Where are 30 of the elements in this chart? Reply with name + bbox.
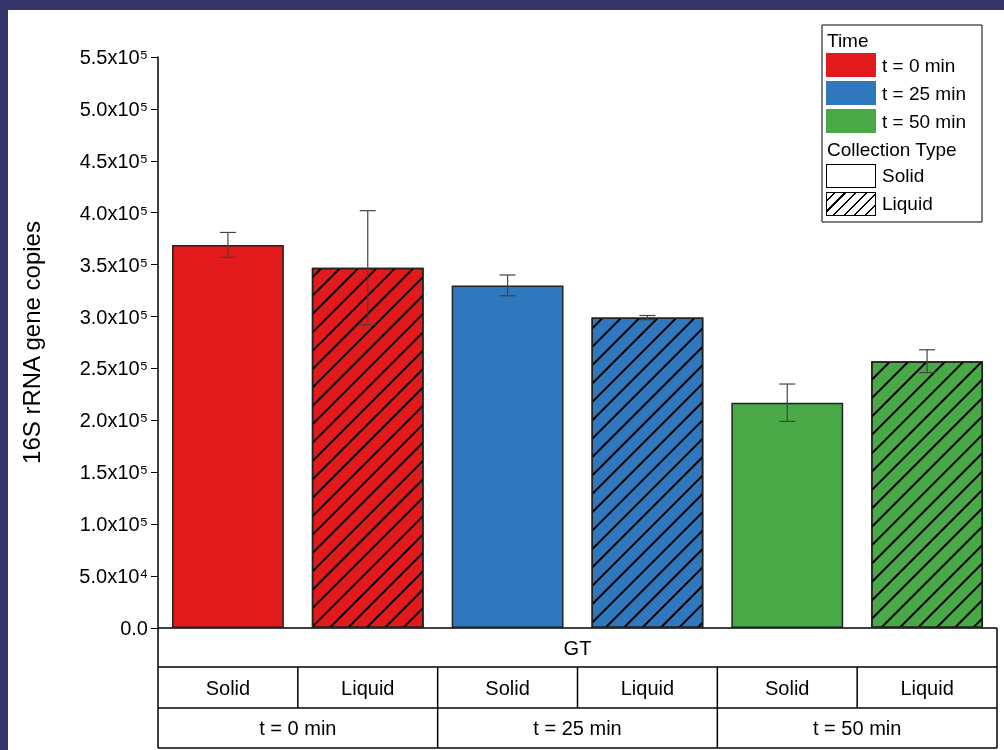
text: Solid (485, 676, 530, 699)
y-tick-label: 3.0x10⁵ (79, 305, 148, 328)
y-tick-label: 2.5x10⁵ (79, 357, 148, 380)
text: Liquid (620, 676, 675, 699)
text: Solid (765, 676, 810, 699)
y-tick-label: 3.5x10⁵ (79, 253, 148, 276)
y-tick-label: 4.0x10⁵ (79, 201, 148, 224)
y-tick-label: 1.5x10⁵ (79, 461, 148, 484)
y-tick-label: 5.5x10⁵ (79, 46, 148, 68)
y-axis-title: 16S rRNA gene copies (17, 221, 45, 464)
text: Liquid (900, 676, 954, 699)
x-tick-label: t = 0 min (259, 717, 337, 739)
y-tick-label: 0.0 (120, 617, 148, 639)
y-tick-label: 5.0x10⁴ (79, 565, 148, 588)
category-label: t = 50 min (882, 110, 966, 132)
legend-title: Time (827, 29, 869, 51)
y-tick-label: 4.5x10⁵ (79, 149, 148, 172)
text: GT (563, 636, 592, 659)
category-label: t = 0 min (882, 54, 956, 76)
x-tick-label: t = 25 min (533, 717, 622, 739)
y-tick-label: 1.0x10⁵ (79, 513, 148, 536)
category-label: t = 25 min (882, 82, 966, 104)
x-tick-label: t = 50 min (812, 717, 902, 739)
y-tick-label: 2.0x10⁵ (79, 409, 148, 432)
text: Solid (205, 676, 251, 699)
text: Solid (882, 165, 925, 186)
text: Liquid (341, 676, 395, 699)
y-tick-label: 5.0x10⁵ (79, 97, 148, 120)
legend-label: Liquid (882, 192, 933, 216)
annotation: Collection Type (827, 138, 957, 160)
